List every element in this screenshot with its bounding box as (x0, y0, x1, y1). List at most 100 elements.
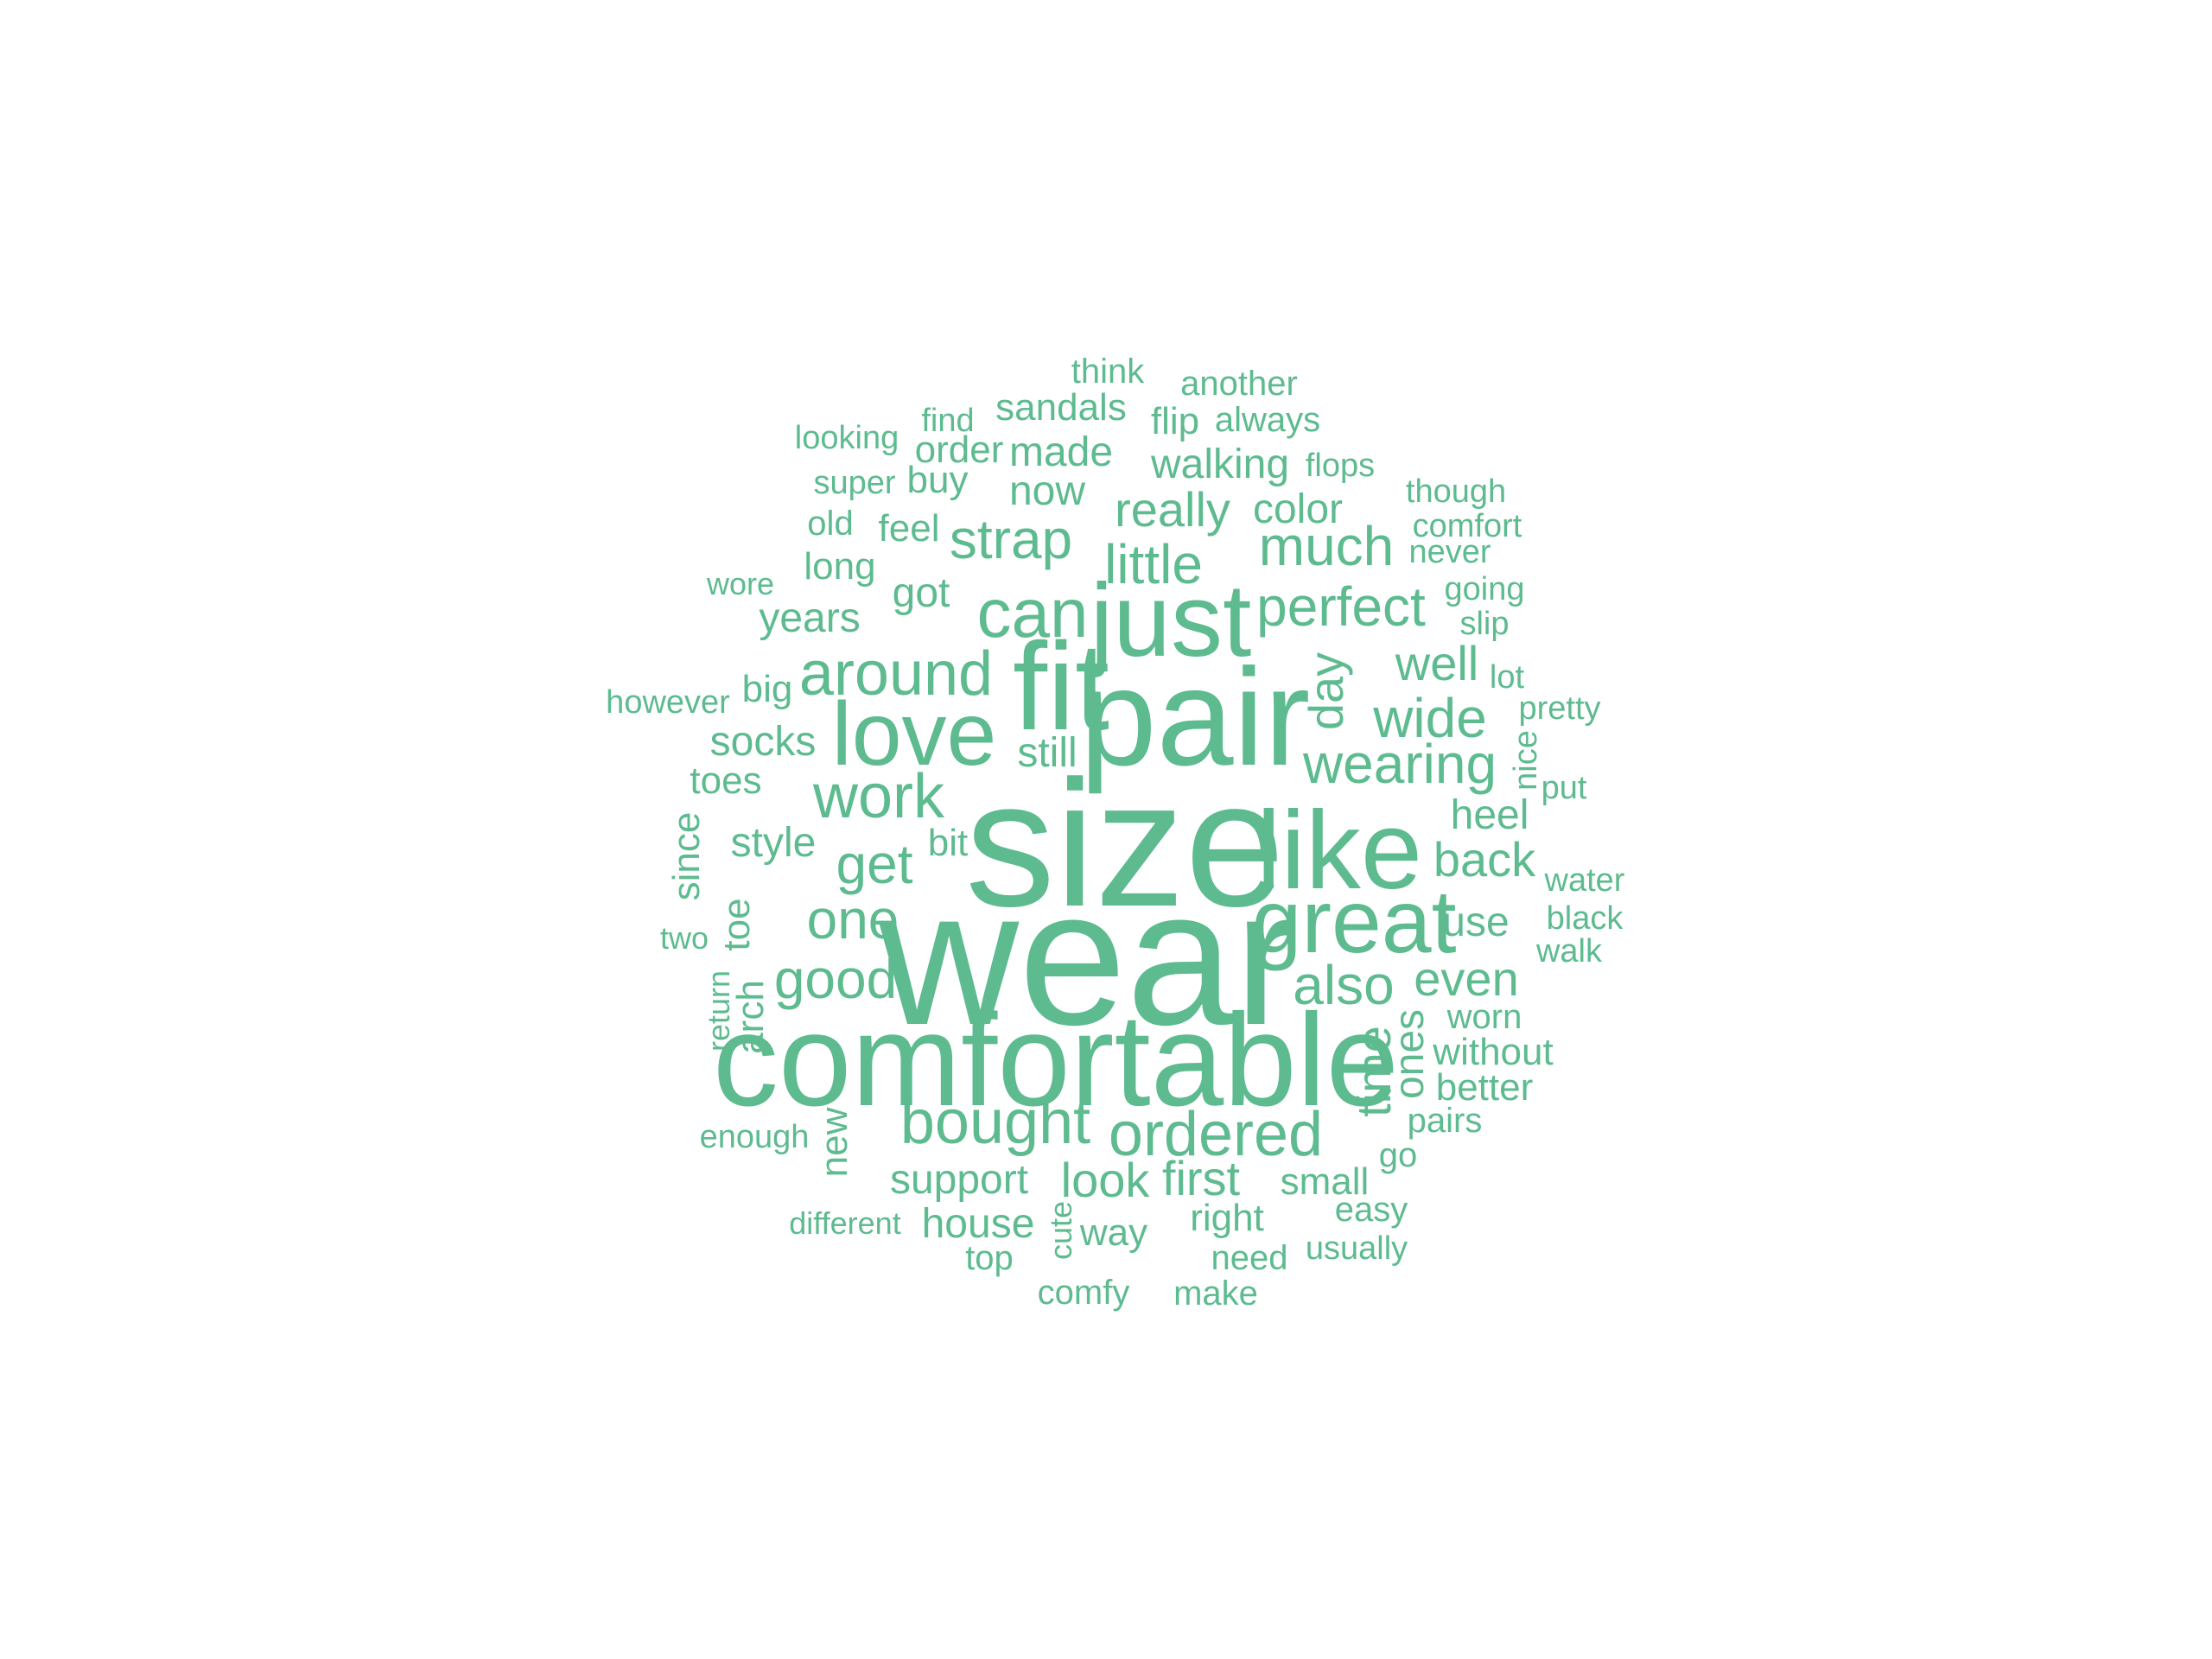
word-wearing: wearing (1302, 733, 1497, 795)
word-flops: flops (1305, 448, 1376, 484)
word-first: first (1161, 1151, 1241, 1205)
word-going: going (1444, 571, 1525, 607)
word-work: work (812, 762, 945, 831)
word-even: even (1414, 951, 1519, 1006)
word-years: years (759, 595, 861, 641)
word-usually: usually (1305, 1230, 1408, 1267)
word-made: made (1008, 429, 1114, 475)
word-old: old (807, 505, 854, 543)
word-since: since (665, 811, 708, 901)
word-two: two (659, 920, 709, 956)
word-feel: feel (878, 507, 940, 550)
word-socks: socks (709, 719, 817, 765)
word-big: big (741, 668, 793, 710)
word-fit: fit (1012, 617, 1110, 756)
word-just: just (1090, 563, 1252, 678)
word-around: around (798, 639, 994, 709)
word-think: think (1071, 353, 1145, 391)
word-get: get (836, 833, 913, 895)
word-look: look (1060, 1153, 1150, 1207)
word-way: way (1079, 1211, 1148, 1254)
word-water: water (1544, 862, 1625, 899)
word-now: now (1008, 468, 1086, 514)
word-wear: wear (879, 849, 1299, 1065)
word-well: well (1395, 636, 1479, 690)
word-day: day (1299, 652, 1353, 731)
word-use: use (1442, 899, 1510, 945)
word-however: however (606, 684, 730, 721)
word-pair: pair (1079, 639, 1311, 794)
word-lot: lot (1489, 659, 1525, 696)
word-long: long (804, 545, 876, 588)
word-cute: cute (1043, 1200, 1078, 1261)
word-also: also (1293, 954, 1395, 1016)
word-wide: wide (1373, 687, 1487, 749)
word-comfort: comfort (1412, 508, 1522, 544)
word-make: make (1173, 1274, 1258, 1313)
word-go: go (1378, 1136, 1418, 1174)
word-though: though (1405, 474, 1507, 510)
word-toes: toes (690, 760, 762, 802)
word-toe: toe (715, 898, 758, 951)
word-support: support (889, 1157, 1029, 1203)
word-one: one (806, 888, 899, 950)
word-slip: slip (1459, 606, 1510, 642)
word-got: got (892, 570, 950, 616)
word-little: little (1104, 533, 1203, 595)
word-never: never (1408, 534, 1491, 570)
word-size: size (965, 744, 1285, 944)
word-house: house (921, 1201, 1035, 1247)
word-comfy: comfy (1037, 1274, 1130, 1312)
word-return: return (701, 969, 736, 1052)
word-black: black (1546, 900, 1624, 937)
word-style: style (730, 820, 817, 866)
word-color: color (1252, 486, 1344, 532)
word-can: can (976, 575, 1089, 652)
word-pretty: pretty (1518, 690, 1601, 727)
word-much: much (1258, 515, 1395, 577)
word-without: without (1433, 1031, 1554, 1073)
word-ordered: ordered (1108, 1100, 1324, 1169)
word-perfect: perfect (1256, 575, 1426, 638)
word-nice: nice (1508, 730, 1544, 791)
word-walking: walking (1150, 442, 1290, 487)
word-still: still (1017, 730, 1077, 776)
word-love: love (831, 684, 997, 785)
word-easy: easy (1334, 1191, 1408, 1229)
word-sandals: sandals (995, 386, 1127, 429)
word-need: need (1211, 1239, 1288, 1277)
word-top: top (965, 1239, 1014, 1277)
word-pairs: pairs (1407, 1102, 1483, 1140)
word-ones: ones (1387, 1008, 1433, 1100)
word-back: back (1433, 832, 1536, 887)
word-heel: heel (1450, 792, 1529, 838)
word-wore: wore (706, 566, 775, 601)
word-super: super (813, 465, 896, 501)
word-buy: buy (906, 459, 969, 501)
word-small: small (1280, 1160, 1370, 1203)
word-worn: worn (1446, 998, 1522, 1036)
word-another: another (1180, 365, 1298, 403)
word-comfortable: comfortable (712, 987, 1400, 1134)
word-new: new (813, 1107, 855, 1178)
word-bought: bought (899, 1088, 1091, 1157)
word-really: really (1115, 482, 1230, 537)
word-always: always (1214, 401, 1321, 439)
word-walk: walk (1535, 933, 1603, 969)
word-strap: strap (949, 508, 1073, 570)
word-great: great (1251, 872, 1457, 972)
word-find: find (921, 403, 975, 439)
word-like: like (1255, 789, 1423, 912)
word-looking: looking (794, 420, 899, 456)
word-different: different (789, 1205, 901, 1241)
word-put: put (1541, 770, 1587, 806)
word-arch: arch (729, 980, 772, 1054)
word-bit: bit (927, 822, 969, 864)
word-order: order (914, 429, 1004, 471)
word-flip: flip (1150, 400, 1200, 442)
word-better: better (1435, 1066, 1534, 1109)
word-right: right (1190, 1197, 1264, 1239)
word-enough: enough (699, 1119, 810, 1155)
word-good: good (773, 948, 898, 1010)
